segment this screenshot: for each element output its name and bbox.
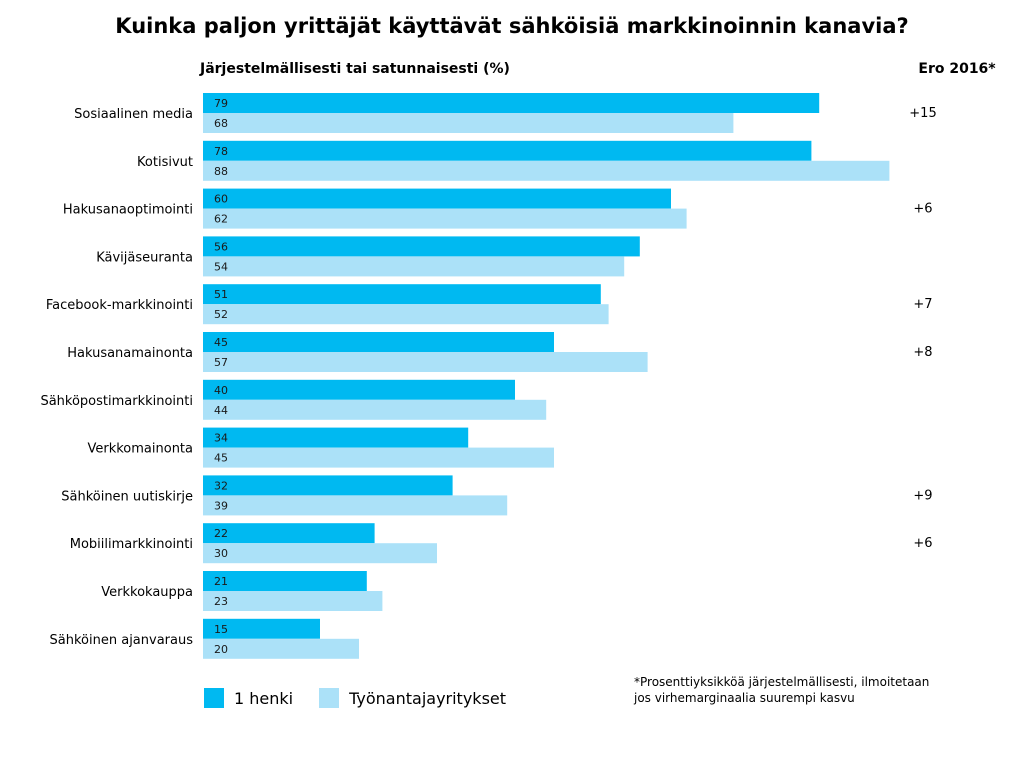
legend: 1 henki Työnantajayritykset	[204, 688, 532, 708]
legend-swatch	[204, 688, 224, 708]
data-label: 78	[214, 145, 228, 158]
bar-series-2	[203, 638, 359, 659]
data-label: 68	[214, 117, 228, 130]
data-label: 30	[214, 547, 228, 560]
bar-series-2	[203, 160, 890, 181]
bar-series-1	[203, 475, 453, 496]
category-label: Sähköinen ajanvaraus	[50, 633, 194, 648]
bar-series-1	[203, 618, 320, 639]
difference-value: +7	[913, 297, 932, 312]
data-label: 21	[214, 575, 228, 588]
data-label: 60	[214, 193, 228, 206]
category-label: Kävijäseuranta	[96, 250, 193, 265]
bar-series-1	[203, 284, 601, 305]
data-label: 57	[214, 356, 228, 369]
data-label: 34	[214, 432, 228, 445]
difference-value: +15	[909, 106, 936, 121]
category-label: Hakusanaoptimointi	[63, 203, 193, 218]
data-label: 45	[214, 452, 228, 465]
bar-series-2	[203, 352, 648, 372]
bar-series-1	[203, 93, 820, 113]
chart-subtitle: Järjestelmällisesti tai satunnaisesti (%…	[200, 61, 510, 77]
category-label: Hakusanamainonta	[67, 346, 193, 361]
category-label: Facebook-markkinointi	[46, 298, 193, 313]
bar-series-2	[203, 256, 625, 277]
data-label: 20	[214, 643, 228, 656]
legend-item-series-2: Työnantajayritykset	[319, 688, 506, 708]
category-label: Mobiilimarkkinointi	[70, 537, 193, 552]
data-label: 39	[214, 499, 228, 512]
data-label: 23	[214, 595, 228, 608]
data-label: 88	[214, 165, 228, 178]
bar-series-2	[203, 447, 554, 468]
data-label: 79	[214, 97, 228, 110]
category-label: Sähköinen uutiskirje	[61, 489, 193, 504]
data-label: 15	[214, 623, 228, 636]
difference-value: +9	[913, 488, 932, 503]
bar-series-2	[203, 495, 508, 516]
difference-value: +8	[913, 345, 932, 360]
footnote: *Prosenttiyksikköä järjestelmällisesti, …	[634, 675, 930, 705]
bar-series-2	[203, 399, 547, 420]
bar-series-1	[203, 523, 375, 544]
legend-swatch	[319, 688, 340, 708]
bar-series-1	[203, 332, 554, 352]
data-label: 45	[214, 336, 228, 349]
legend-label: 1 henki	[234, 688, 294, 708]
difference-value: +6	[913, 202, 932, 217]
category-label: Sosiaalinen media	[74, 107, 193, 122]
bar-series-1	[203, 236, 640, 257]
bar-series-1	[203, 427, 469, 448]
bar-series-2	[203, 113, 734, 133]
bar-series-1	[203, 140, 812, 161]
bar-series-2	[203, 543, 437, 564]
data-label: 62	[214, 213, 228, 226]
data-label: 32	[214, 479, 228, 492]
data-label: 22	[214, 527, 228, 540]
category-label: Verkkomainonta	[87, 442, 193, 457]
data-label: 44	[214, 404, 228, 417]
chart-title: Kuinka paljon yrittäjät käyttävät sähköi…	[115, 14, 909, 38]
data-label: 52	[214, 308, 228, 321]
data-label: 51	[214, 288, 228, 301]
bar-chart: Sosiaalinen media 79 68 +15 Kotisivut 78 88 Hak…	[40, 93, 937, 659]
bar-series-2	[203, 304, 609, 325]
data-label: 54	[214, 260, 228, 273]
category-label: Sähköpostimarkkinointi	[40, 394, 193, 409]
difference-value: +6	[913, 536, 932, 551]
bar-series-1	[203, 571, 367, 591]
data-label: 40	[214, 384, 228, 397]
category-label: Verkkokauppa	[101, 585, 193, 600]
bar-series-1	[203, 379, 515, 400]
legend-item-series-1: 1 henki	[204, 688, 293, 708]
data-label: 56	[214, 240, 228, 253]
bar-series-2	[203, 208, 687, 229]
bar-series-1	[203, 188, 671, 209]
category-label: Kotisivut	[137, 155, 193, 170]
bar-series-2	[203, 591, 383, 611]
legend-label: Työnantajayritykset	[349, 688, 507, 708]
difference-column-header: Ero 2016*	[918, 61, 996, 77]
